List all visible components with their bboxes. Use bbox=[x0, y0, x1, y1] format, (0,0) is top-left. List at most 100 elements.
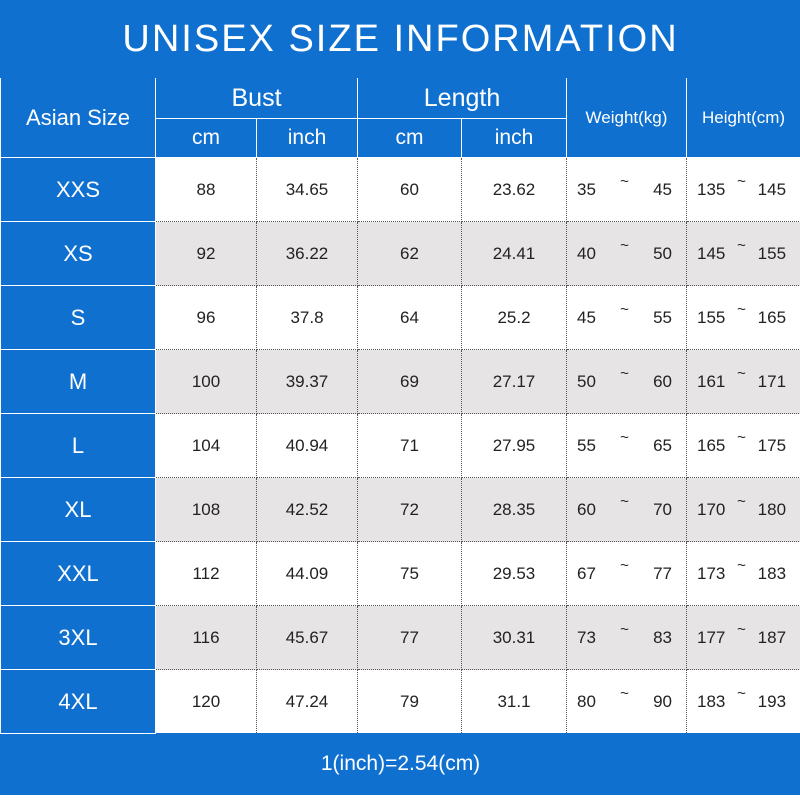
range-low: 73 bbox=[577, 627, 596, 647]
range-low: 173 bbox=[697, 563, 726, 583]
measure-cell: 28.35 bbox=[461, 477, 567, 542]
data-row: L 104 40.94 71 27.95 55 ~65 165 ~175 bbox=[0, 413, 800, 478]
measure-cell: 37.8 bbox=[256, 285, 358, 350]
size-cell: M bbox=[0, 349, 156, 414]
range-cell: 50 ~60 bbox=[566, 349, 687, 414]
range-low: 145 bbox=[697, 243, 726, 263]
unit-header: inch bbox=[461, 118, 567, 158]
range-low: 177 bbox=[697, 627, 726, 647]
range: 80 ~90 bbox=[567, 685, 686, 712]
range-separator: ~ bbox=[620, 301, 629, 318]
footer-row: 1(inch)=2.54(cm) bbox=[0, 733, 800, 795]
range: 50 ~60 bbox=[567, 365, 686, 392]
data-row: XXS 88 34.65 60 23.62 35 ~45 135 ~145 bbox=[0, 157, 800, 222]
measure-cell: 92 bbox=[155, 221, 257, 286]
range-low: 45 bbox=[577, 307, 596, 327]
range-high: 83 bbox=[653, 627, 672, 647]
weight-header: Weight(kg) bbox=[566, 77, 687, 158]
header-row: Asian Size Bust Length Weight(kg) Height(cm) bbox=[0, 77, 800, 158]
data-row: XXL 112 44.09 75 29.53 67 ~77 173 ~183 bbox=[0, 541, 800, 606]
range-cell: 55 ~65 bbox=[566, 413, 687, 478]
range-low: 183 bbox=[697, 691, 726, 711]
range-separator: ~ bbox=[620, 237, 629, 254]
range-high: 50 bbox=[653, 243, 672, 263]
range: 173 ~183 bbox=[687, 557, 800, 584]
range-cell: 170 ~180 bbox=[685, 477, 800, 542]
range-cell: 177 ~187 bbox=[685, 605, 800, 670]
title-row: UNISEX SIZE INFORMATION bbox=[0, 0, 800, 78]
measure-cell: 34.65 bbox=[256, 157, 358, 222]
range-separator: ~ bbox=[620, 557, 629, 574]
range-cell: 135 ~145 bbox=[685, 157, 800, 222]
range: 155 ~165 bbox=[687, 301, 800, 328]
range-low: 80 bbox=[577, 691, 596, 711]
range-separator: ~ bbox=[620, 365, 629, 382]
range-separator: ~ bbox=[737, 621, 746, 638]
group-header: Bust bbox=[155, 77, 358, 119]
range-high: 45 bbox=[653, 179, 672, 199]
range-separator: ~ bbox=[620, 621, 629, 638]
range-separator: ~ bbox=[620, 429, 629, 446]
measure-cell: 62 bbox=[357, 221, 462, 286]
range-separator: ~ bbox=[737, 237, 746, 254]
range-cell: 67 ~77 bbox=[566, 541, 687, 606]
range: 73 ~83 bbox=[567, 621, 686, 648]
data-row: S 96 37.8 64 25.2 45 ~55 155 ~165 bbox=[0, 285, 800, 350]
range: 165 ~175 bbox=[687, 429, 800, 456]
range-low: 50 bbox=[577, 371, 596, 391]
range: 177 ~187 bbox=[687, 621, 800, 648]
range-cell: 155 ~165 bbox=[685, 285, 800, 350]
range-cell: 60 ~70 bbox=[566, 477, 687, 542]
unit-header: inch bbox=[256, 118, 358, 158]
range-low: 161 bbox=[697, 371, 726, 391]
range: 170 ~180 bbox=[687, 493, 800, 520]
range: 35 ~45 bbox=[567, 173, 686, 200]
measure-cell: 31.1 bbox=[461, 669, 567, 734]
measure-cell: 42.52 bbox=[256, 477, 358, 542]
measure-cell: 77 bbox=[357, 605, 462, 670]
range-high: 175 bbox=[757, 435, 787, 455]
range-low: 67 bbox=[577, 563, 596, 583]
range-high: 145 bbox=[757, 179, 787, 199]
measure-cell: 72 bbox=[357, 477, 462, 542]
range-high: 171 bbox=[757, 371, 787, 391]
size-cell: XS bbox=[0, 221, 156, 286]
measure-cell: 69 bbox=[357, 349, 462, 414]
range: 55 ~65 bbox=[567, 429, 686, 456]
range-cell: 35 ~45 bbox=[566, 157, 687, 222]
measure-cell: 112 bbox=[155, 541, 257, 606]
range-cell: 40 ~50 bbox=[566, 221, 687, 286]
range: 161 ~171 bbox=[687, 365, 800, 392]
range-separator: ~ bbox=[737, 365, 746, 382]
range-high: 65 bbox=[653, 435, 672, 455]
measure-cell: 36.22 bbox=[256, 221, 358, 286]
measure-cell: 116 bbox=[155, 605, 257, 670]
range-high: 90 bbox=[653, 691, 672, 711]
height-header: Height(cm) bbox=[685, 77, 800, 158]
range-separator: ~ bbox=[620, 173, 629, 190]
measure-cell: 71 bbox=[357, 413, 462, 478]
range-separator: ~ bbox=[737, 429, 746, 446]
measure-cell: 23.62 bbox=[461, 157, 567, 222]
measure-cell: 29.53 bbox=[461, 541, 567, 606]
data-row: M 100 39.37 69 27.17 50 ~60 161 ~171 bbox=[0, 349, 800, 414]
data-row: 4XL 120 47.24 79 31.1 80 ~90 183 ~193 bbox=[0, 669, 800, 734]
measure-cell: 79 bbox=[357, 669, 462, 734]
range: 60 ~70 bbox=[567, 493, 686, 520]
range-high: 60 bbox=[653, 371, 672, 391]
data-row: XS 92 36.22 62 24.41 40 ~50 145 ~155 bbox=[0, 221, 800, 286]
size-cell: S bbox=[0, 285, 156, 350]
group-header: Length bbox=[357, 77, 567, 119]
range-high: 55 bbox=[653, 307, 672, 327]
range-high: 183 bbox=[757, 563, 787, 583]
measure-cell: 120 bbox=[155, 669, 257, 734]
range-high: 77 bbox=[653, 563, 672, 583]
range-cell: 173 ~183 bbox=[685, 541, 800, 606]
measure-cell: 100 bbox=[155, 349, 257, 414]
range-low: 165 bbox=[697, 435, 726, 455]
range-low: 170 bbox=[697, 499, 726, 519]
size-header: Asian Size bbox=[0, 77, 156, 158]
measure-cell: 24.41 bbox=[461, 221, 567, 286]
footer-note: 1(inch)=2.54(cm) bbox=[0, 733, 800, 795]
